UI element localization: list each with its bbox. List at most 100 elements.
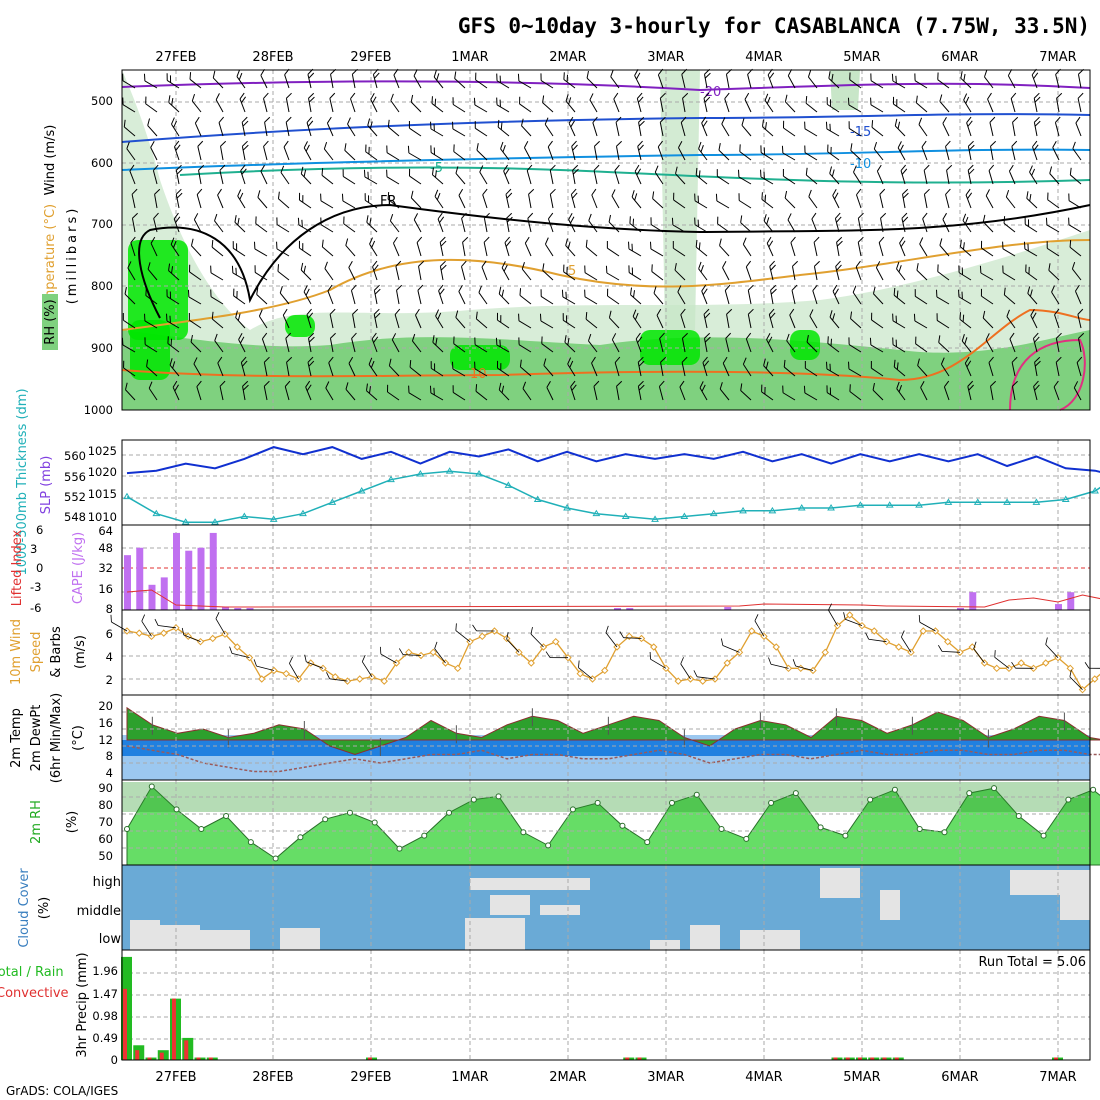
barb-staff: [1054, 314, 1060, 329]
barb-feather: [303, 285, 308, 293]
barb-feather: [436, 73, 440, 81]
barb-feather: [1034, 116, 1040, 123]
barb-staff: [307, 362, 312, 377]
wind10m-barbs-label: & Barbs: [49, 626, 64, 678]
wind-barb-icon: [1011, 140, 1018, 161]
wind-barb-icon: [943, 380, 950, 401]
barb-feather: [1048, 263, 1051, 271]
wind-barb-icon: [760, 145, 774, 161]
barb-feather: [176, 168, 183, 175]
barb-feather: [654, 165, 659, 173]
barb-feather: [461, 212, 467, 219]
wind-barb-icon: [367, 118, 378, 137]
barb-staff: [1077, 74, 1082, 89]
barb-staff: [585, 318, 598, 329]
wind-barb-icon: [630, 287, 642, 305]
wind-barb-icon: [855, 188, 862, 209]
barb-feather: [803, 385, 806, 394]
wind-speed-marker: [723, 659, 731, 667]
slp-label: SLP (mb): [39, 456, 54, 515]
barb-staff: [452, 392, 466, 401]
barb-feather: [306, 308, 312, 315]
barb-staff: [166, 80, 180, 89]
barb-feather: [506, 192, 513, 199]
barb-staff: [722, 267, 730, 281]
barb-feather: [307, 356, 314, 363]
barb-staff: [638, 122, 642, 137]
barb-staff: [721, 123, 730, 137]
barb-feather: [373, 308, 380, 315]
wind-barb-icon: [901, 212, 909, 233]
wind-barb-icon: [693, 670, 716, 680]
wind-barb-icon: [960, 71, 972, 89]
barb-feather: [722, 356, 728, 364]
barb-staff: [241, 146, 246, 161]
barb-feather: [638, 120, 645, 127]
barb-feather: [814, 260, 820, 267]
barb-staff: [498, 389, 510, 401]
barb-staff: [850, 318, 862, 329]
barb-feather: [193, 213, 199, 220]
barb-staff: [261, 338, 268, 353]
wind-barb-icon: [342, 169, 356, 185]
barb-staff: [769, 266, 774, 281]
barb-staff: [284, 74, 290, 89]
barb-feather: [1054, 308, 1060, 316]
barb-staff: [961, 340, 972, 353]
barb-feather: [850, 311, 853, 319]
barb-staff: [870, 80, 884, 89]
barb-staff: [892, 320, 906, 329]
barb-staff: [409, 366, 422, 377]
barb-feather: [171, 117, 175, 125]
wind-barb-icon: [461, 212, 467, 233]
barb-feather: [544, 117, 549, 125]
barb-feather: [153, 164, 159, 171]
wind-barb-icon: [572, 164, 579, 185]
barb-staff: [607, 295, 620, 305]
wind-barb-icon: [373, 284, 381, 305]
barb-feather: [764, 194, 767, 202]
precip-rain-bar: [172, 998, 176, 1060]
barb-feather: [439, 288, 445, 295]
wind-barb-icon: [148, 381, 158, 401]
barb-staff: [985, 195, 994, 209]
wind-barb-icon: [967, 164, 975, 185]
wind-barb-icon: [196, 188, 203, 209]
slp-thickness-panel: 560 556 552 548 1025 1020 1015 1010 1000…: [15, 388, 1100, 576]
barb-feather: [327, 284, 333, 292]
wind-barb-icon: [1033, 380, 1040, 401]
wind-barb-icon: [297, 217, 312, 233]
barb-staff: [636, 98, 642, 113]
barb-feather: [701, 116, 707, 124]
thickness-marker: [445, 467, 454, 474]
barb-staff: [1077, 98, 1082, 113]
barb-feather: [504, 168, 510, 176]
barb-staff: [210, 272, 224, 281]
barb-staff: [125, 389, 136, 401]
barb-staff: [500, 148, 510, 161]
wind-barb-icon: [829, 166, 840, 185]
thickness-marker: [328, 498, 337, 505]
barb-staff: [739, 151, 752, 161]
wind-barb-icon: [1055, 332, 1062, 353]
barb-feather: [373, 336, 379, 343]
barb-feather: [526, 164, 533, 171]
wind-barb-icon: [763, 214, 774, 233]
barb-feather: [124, 286, 127, 295]
barb-feather: [473, 97, 476, 106]
barb-feather: [994, 650, 996, 658]
wind-barb-icon: [915, 95, 928, 113]
barb-feather: [175, 216, 181, 223]
barb-staff: [762, 126, 774, 137]
wind-tick: 4: [106, 650, 113, 664]
barb-staff: [937, 79, 950, 89]
barb-feather: [410, 190, 414, 198]
barb-staff: [652, 198, 664, 209]
barb-staff: [1002, 272, 1016, 281]
barb-feather: [144, 337, 146, 345]
barb-feather: [169, 315, 171, 323]
barb-staff: [967, 146, 972, 161]
barb-feather: [782, 385, 784, 393]
barb-staff: [483, 242, 488, 257]
barb-staff: [919, 243, 928, 257]
